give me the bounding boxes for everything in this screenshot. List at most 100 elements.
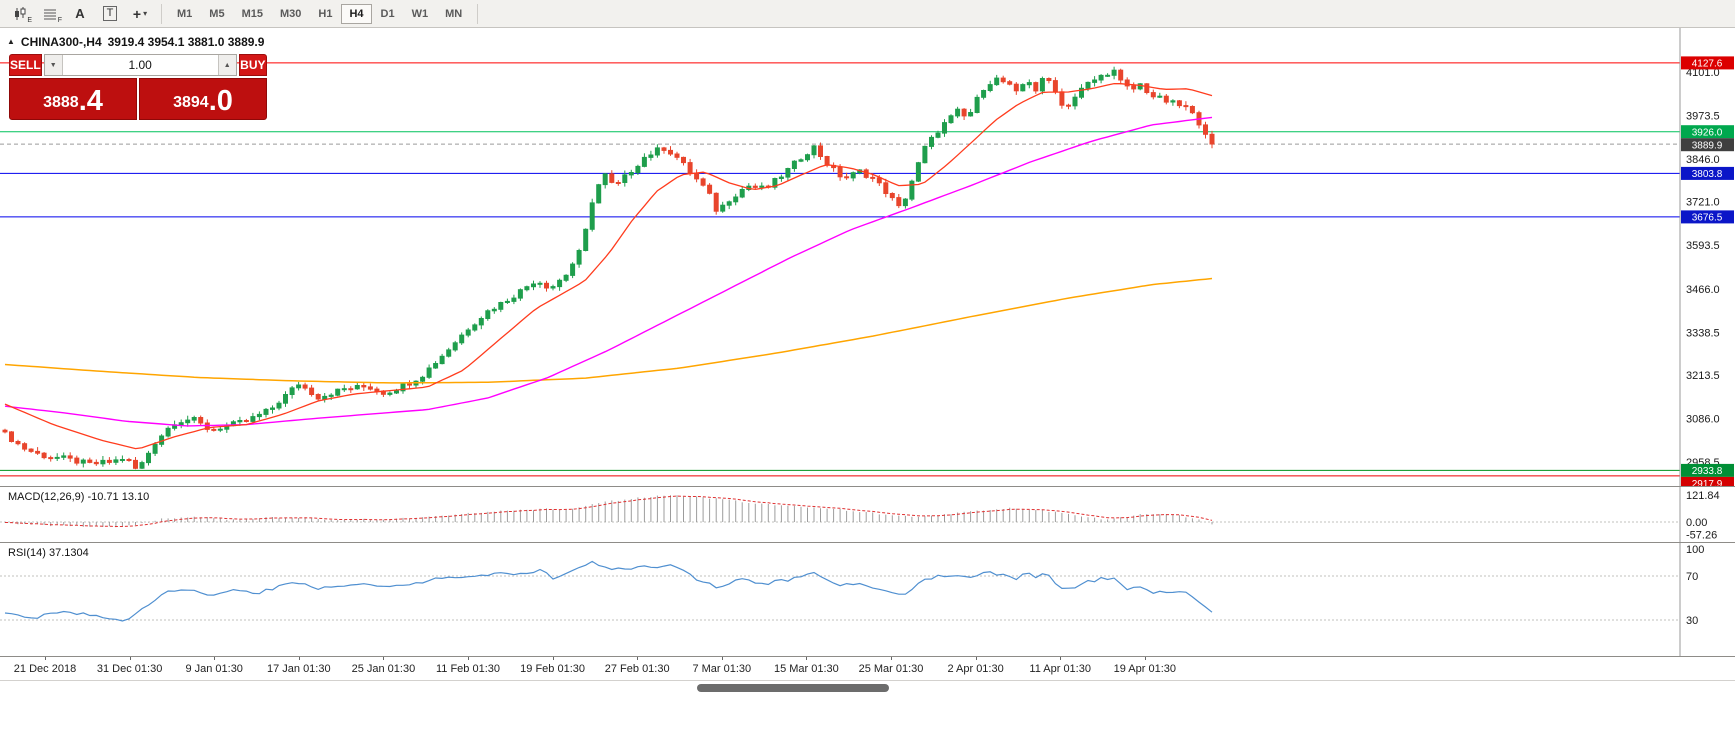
candle (152, 442, 158, 456)
candle (648, 150, 654, 161)
candle (929, 135, 934, 150)
candle (41, 452, 47, 460)
candle (1144, 83, 1150, 95)
candle (844, 172, 850, 180)
candle (589, 198, 595, 232)
candle (1203, 121, 1208, 139)
candle (354, 381, 360, 390)
timeframe-button-m5[interactable]: M5 (201, 4, 232, 24)
candle (570, 262, 576, 279)
date-tick (1060, 657, 1062, 660)
candle (289, 386, 295, 399)
date-tick (468, 657, 469, 660)
candle (798, 158, 804, 163)
candle (726, 200, 732, 210)
candle (341, 384, 347, 392)
grid-chart-tool-button[interactable]: F (36, 2, 64, 26)
rsi-axis-label: 30 (1686, 615, 1698, 627)
candle (185, 415, 191, 427)
date-axis[interactable]: 21 Dec 2018 31 Dec 01:30 9 Jan 01:30 17 Jan… (0, 656, 1735, 680)
timeframe-button-m1[interactable]: M1 (169, 4, 200, 24)
candle (491, 307, 497, 314)
macd-axis-label: -57.26 (1686, 530, 1717, 542)
candle (283, 391, 288, 407)
candle (694, 169, 700, 183)
candle (426, 364, 432, 379)
candle (224, 422, 230, 433)
timeframe-button-mn[interactable]: MN (437, 4, 470, 24)
volume-decrease-button[interactable]: ▼ (44, 55, 63, 75)
candle (961, 108, 967, 120)
candle (1046, 77, 1052, 84)
candle (850, 171, 856, 182)
candle (550, 284, 556, 291)
candle (80, 458, 86, 468)
candle (100, 456, 106, 467)
toolbar-separator (161, 3, 162, 24)
text-annotation-tool-button[interactable]: A (66, 2, 94, 26)
cursor-tool-button[interactable]: + ▾ (126, 2, 154, 26)
candle (583, 228, 589, 252)
candle (106, 457, 112, 465)
candle (1157, 92, 1163, 98)
date-axis-label: 21 Dec 2018 (13, 663, 77, 675)
candle (922, 145, 928, 164)
candle (146, 450, 151, 466)
candlestick-chart-tool-button[interactable]: E (6, 2, 34, 26)
date-tick (129, 657, 131, 660)
sell-price-display[interactable]: 3888 .4 (9, 78, 137, 120)
timeframe-button-w1[interactable]: W1 (404, 4, 437, 24)
symbol-timeframe-label: CHINA300-,H4 (20, 35, 102, 49)
candle (459, 332, 465, 345)
date-axis-label: 2 Apr 01:30 (947, 663, 1004, 675)
buy-price-display[interactable]: 3894 .0 (139, 78, 267, 120)
date-axis-label: 31 Dec 01:30 (96, 663, 163, 675)
candle (478, 316, 484, 330)
date-axis-label: 19 Feb 01:30 (520, 663, 586, 675)
one-click-collapse-icon[interactable]: ▲ (7, 37, 15, 46)
buy-button[interactable]: BUY (238, 54, 267, 76)
timeframe-button-group: M1 M5 M15 M30 H1 H4 D1 W1 MN (169, 3, 470, 24)
crosshair-cursor-icon: + (132, 5, 142, 22)
date-axis-label: 15 Mar 01:30 (773, 663, 839, 675)
candle (707, 183, 713, 195)
macd-signal-line (4, 495, 1213, 527)
date-axis-label: 25 Mar 01:30 (858, 663, 924, 675)
volume-increase-button[interactable]: ▲ (217, 55, 236, 75)
candle (1189, 105, 1195, 115)
candle (315, 393, 321, 401)
ohlc-values: 3919.4 3954.1 3881.0 3889.9 (107, 35, 265, 49)
candle (974, 94, 980, 114)
candle (439, 353, 445, 365)
date-axis-label: 17 Jan 01:30 (266, 663, 331, 675)
candle (276, 400, 282, 411)
candle (628, 169, 634, 179)
sell-button[interactable]: SELL (9, 54, 42, 76)
candle (811, 145, 817, 159)
text-box-tool-button[interactable]: T (96, 2, 124, 26)
timeframe-button-h1[interactable]: H1 (310, 4, 340, 24)
timeframe-button-m30[interactable]: M30 (272, 4, 309, 24)
candle (752, 183, 758, 190)
candle (681, 156, 686, 166)
candle (889, 192, 895, 201)
candle (256, 411, 262, 421)
price-tag-4127.6: 4127.6 (1681, 56, 1734, 70)
timeframe-button-h4[interactable]: H4 (341, 3, 372, 24)
candle (1007, 80, 1013, 86)
timeframe-button-d1[interactable]: D1 (373, 4, 403, 24)
candles (2, 66, 1215, 470)
price-tag-3889.9: 3889.9 (1681, 138, 1734, 152)
timeframe-button-m15[interactable]: M15 (234, 4, 271, 24)
buy-price-main: 3894 (173, 94, 209, 111)
candle (1033, 81, 1039, 94)
candle (1013, 82, 1019, 95)
candle (165, 426, 171, 438)
candle (909, 179, 915, 202)
rsi-chart: 100 70 30 (0, 543, 1704, 657)
price-axis-label: 4101.0 (1686, 67, 1720, 79)
candle (668, 146, 673, 156)
price-axis-label: 3466.0 (1686, 284, 1720, 296)
volume-input[interactable] (62, 55, 218, 75)
